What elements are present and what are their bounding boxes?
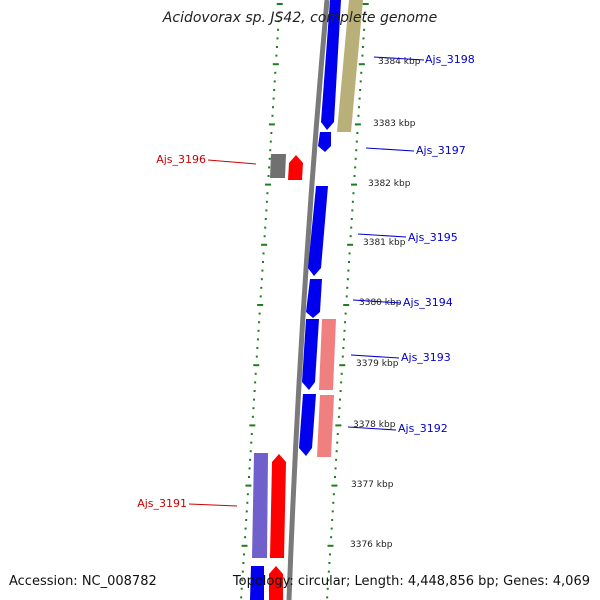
gene-label-leader (373, 56, 425, 61)
scale-label: 3383 kbp (373, 119, 416, 129)
scale-label: 3380 kbp (359, 298, 402, 308)
scale-label: 3382 kbp (368, 179, 411, 189)
gene-label-leader (350, 354, 400, 359)
feature-Ajs_3196-red (288, 155, 303, 180)
gene-label-Ajs_3197: Ajs_3197 (416, 144, 466, 157)
scale-label: 3384 kbp (378, 57, 421, 67)
scale-labels: 3384 kbp 3383 kbp 3382 kbp 3381 kbp 3380 kbp… (350, 57, 421, 550)
feature-light-red-2 (317, 395, 334, 457)
gene-label-leader (347, 426, 397, 431)
feature-Ajs_3191-purple (252, 453, 268, 558)
scale-label: 3381 kbp (363, 238, 406, 248)
backbone-arc (286, 0, 330, 600)
gene-label-Ajs_3193: Ajs_3193 (401, 351, 451, 364)
genome-backbone (286, 0, 330, 600)
accession-text: Accession: NC_008782 (9, 574, 157, 589)
gene-label-leader (365, 147, 415, 152)
feature-light-red-1 (319, 319, 336, 390)
gene-label-Ajs_3198: Ajs_3198 (425, 53, 475, 66)
feature-Ajs_3193 (302, 319, 319, 390)
scale-label: 3376 kbp (350, 540, 393, 550)
feature-bottom-red (269, 566, 283, 600)
topology-summary: Topology: circular; Length: 4,448,856 bp… (232, 574, 590, 589)
feature-bottom-blue (250, 566, 264, 600)
feature-Ajs_3194 (306, 279, 322, 318)
feature-Ajs_3197 (318, 132, 331, 152)
feature-tracks (250, 0, 363, 600)
gene-label-leader (352, 299, 402, 304)
gene-label-Ajs_3192: Ajs_3192 (398, 422, 448, 435)
feature-Ajs_3191-red (270, 454, 286, 558)
gene-label-leader (357, 233, 407, 238)
gene-label-leader (207, 159, 257, 165)
scale-label: 3377 kbp (351, 480, 394, 490)
feature-Ajs_3195 (308, 186, 328, 276)
scale-label: 3379 kbp (356, 359, 399, 369)
feature-Ajs_3196-gray (270, 154, 286, 178)
gene-label-leader (188, 503, 238, 507)
scale-label: 3378 kbp (353, 420, 396, 430)
gene-label-Ajs_3196: Ajs_3196 (156, 153, 206, 166)
feature-Ajs_3192 (299, 394, 316, 456)
gene-label-Ajs_3191: Ajs_3191 (137, 497, 187, 510)
gene-labels: Ajs_3198 Ajs_3197 Ajs_3196 Ajs_3195 Ajs_3194… (137, 53, 475, 510)
gene-label-Ajs_3194: Ajs_3194 (403, 296, 453, 309)
gene-label-Ajs_3195: Ajs_3195 (408, 231, 458, 244)
map-title: Acidovorax sp. JS42, complete genome (162, 10, 438, 26)
tick-rings (240, 3, 369, 599)
feature-Ajs_3198 (321, 0, 341, 130)
feature-olive (337, 0, 363, 132)
